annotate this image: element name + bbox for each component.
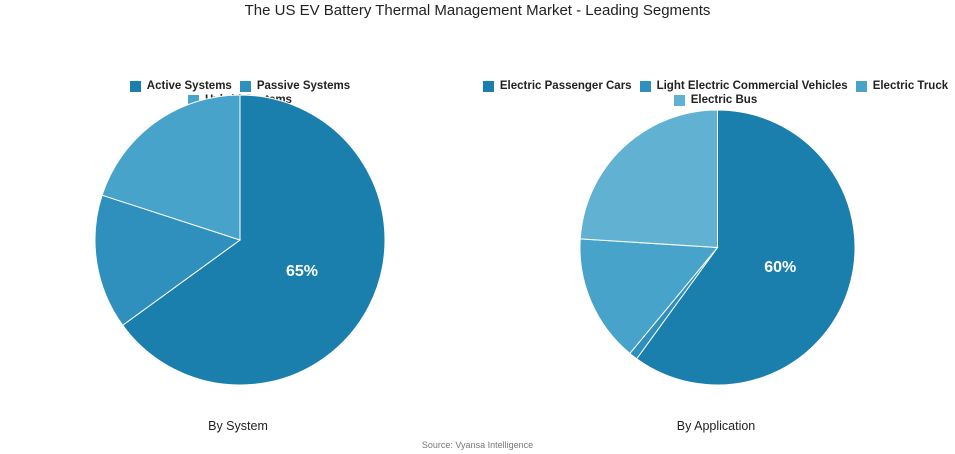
legend-item-passive-systems: Passive Systems [239, 80, 351, 92]
pie-slice-hybrid-systems [101, 94, 241, 241]
source-note: Source: Vyansa Intelligence [421, 440, 534, 450]
legend-swatch [639, 80, 651, 92]
data-label-active-systems: 65% [286, 263, 318, 280]
legend-swatch [129, 80, 141, 92]
pie-title-by-application: By Application [676, 419, 756, 433]
legend-item-electric-bus: Electric Bus [673, 94, 758, 106]
legend-label: Electric Truck [872, 80, 949, 92]
data-label-electric-passenger-cars: 60% [764, 259, 796, 276]
chart-title: The US EV Battery Thermal Management Mar… [244, 2, 711, 19]
legend-item-light-electric-commercial-vehicles: Light Electric Commercial Vehicles [639, 80, 848, 92]
pie-slice-electric-passenger-cars [635, 109, 856, 386]
legend-label: Light Electric Commercial Vehicles [656, 80, 848, 92]
legend-swatch [855, 80, 867, 92]
legend-swatch [673, 94, 685, 106]
legend-item-electric-truck: Electric Truck [855, 80, 949, 92]
pie-title-by-system: By System [208, 419, 268, 433]
pie-slice-electric-truck [579, 238, 719, 355]
pie-slice-passive-systems [94, 194, 242, 326]
legend-swatch [482, 80, 494, 92]
legend-label: Electric Passenger Cars [499, 80, 632, 92]
legend-item-active-systems: Active Systems [129, 80, 232, 92]
legend-label: Electric Bus [690, 94, 758, 106]
legend-swatch [188, 94, 200, 106]
legend-label: Passive Systems [256, 80, 351, 92]
pie-chart-by-system: 65% [94, 94, 386, 386]
pie-slice-electric-bus [579, 109, 718, 249]
legend-item-electric-passenger-cars: Electric Passenger Cars [482, 80, 632, 92]
pie-slice-active-systems [121, 94, 386, 386]
legend-swatch [239, 80, 251, 92]
legend-by-application: Electric Passenger Cars Light Electric Co… [478, 80, 953, 106]
legend-label: Active Systems [146, 80, 232, 92]
pie-chart-by-application: 60% [579, 109, 856, 386]
